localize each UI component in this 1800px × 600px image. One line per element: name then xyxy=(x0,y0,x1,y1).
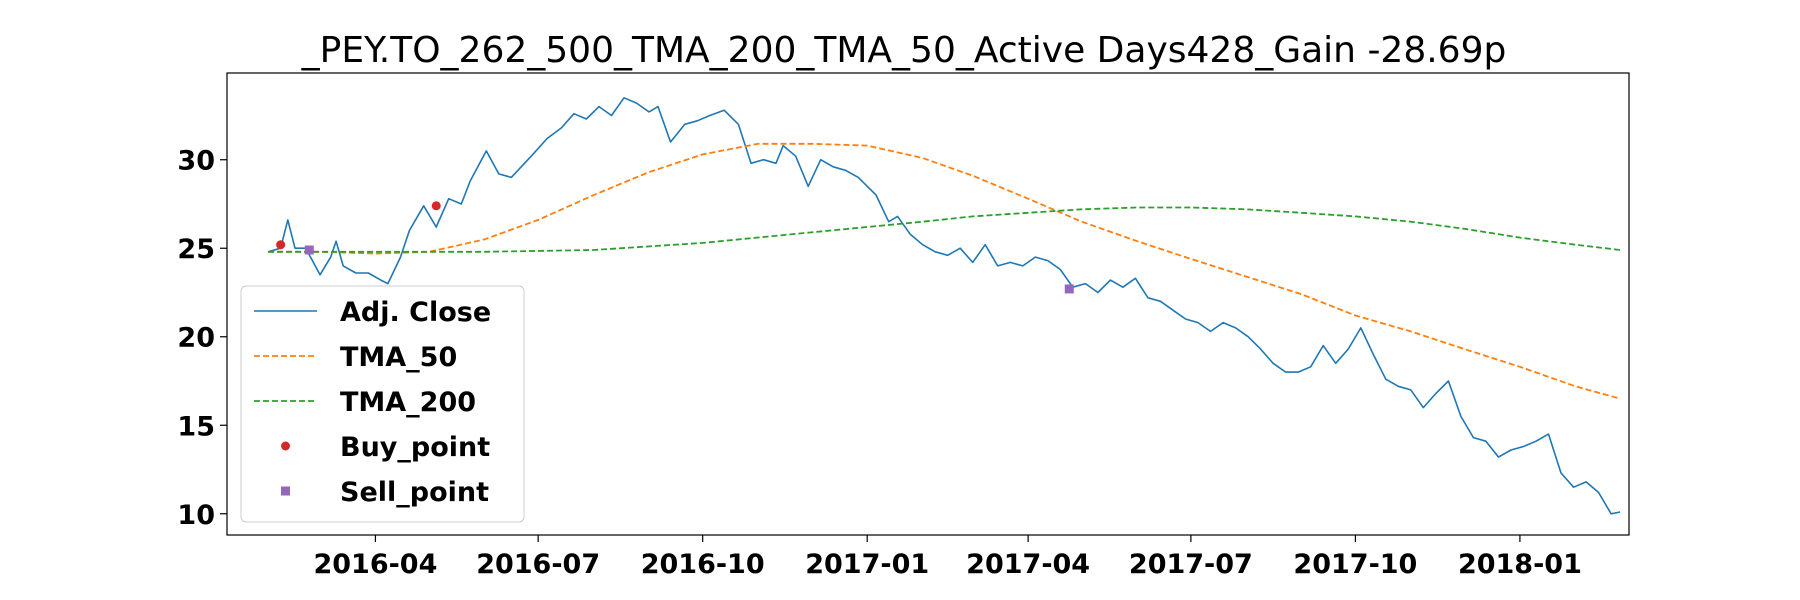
legend-label: Sell_point xyxy=(340,477,489,508)
legend-swatch-circle xyxy=(281,441,290,451)
series-line-tma-200 xyxy=(268,206,1621,253)
y-tick-label: 15 xyxy=(177,411,215,442)
legend-label: Buy_point xyxy=(340,432,490,463)
legend: Adj. Close TMA_50 TMA_200 Buy_point Sell_poi… xyxy=(240,285,525,523)
buy-point-marker xyxy=(276,240,286,250)
x-tick-label: 2016-10 xyxy=(641,549,765,580)
legend-swatch-square xyxy=(281,486,290,496)
legend-label: Adj. Close xyxy=(340,297,491,328)
y-tick-label: 30 xyxy=(177,146,215,177)
sell-point-marker xyxy=(304,245,314,255)
x-tick-label: 2016-04 xyxy=(313,549,437,580)
sell-point-marker xyxy=(1064,284,1074,294)
x-tick-label: 2017-07 xyxy=(1129,549,1253,580)
x-tick-label: 2017-04 xyxy=(966,549,1090,580)
x-tick-label: 2017-10 xyxy=(1293,549,1417,580)
y-tick-label: 10 xyxy=(177,500,215,531)
x-tick-label: 2018-01 xyxy=(1458,549,1582,580)
y-tick-label: 20 xyxy=(177,323,215,354)
legend-label: TMA_50 xyxy=(340,342,457,373)
series-line-adj-close xyxy=(267,97,1621,515)
legend-label: TMA_200 xyxy=(340,387,476,418)
x-tick-label: 2017-01 xyxy=(805,549,929,580)
plot-frame xyxy=(226,72,1630,536)
axes: 2016-04 2016-07 2016-10 2017-01 2017-04 2017-… xyxy=(177,146,1581,580)
y-tick-label: 25 xyxy=(177,234,215,265)
x-tick-label: 2016-07 xyxy=(476,549,600,580)
chart-title: _PEY.TO_262_500_TMA_200_TMA_50_Active Da… xyxy=(301,30,1507,71)
plot-area xyxy=(267,97,1621,515)
buy-point-marker xyxy=(431,201,441,211)
legend-box xyxy=(240,285,525,523)
series-line-tma-50 xyxy=(268,142,1621,400)
